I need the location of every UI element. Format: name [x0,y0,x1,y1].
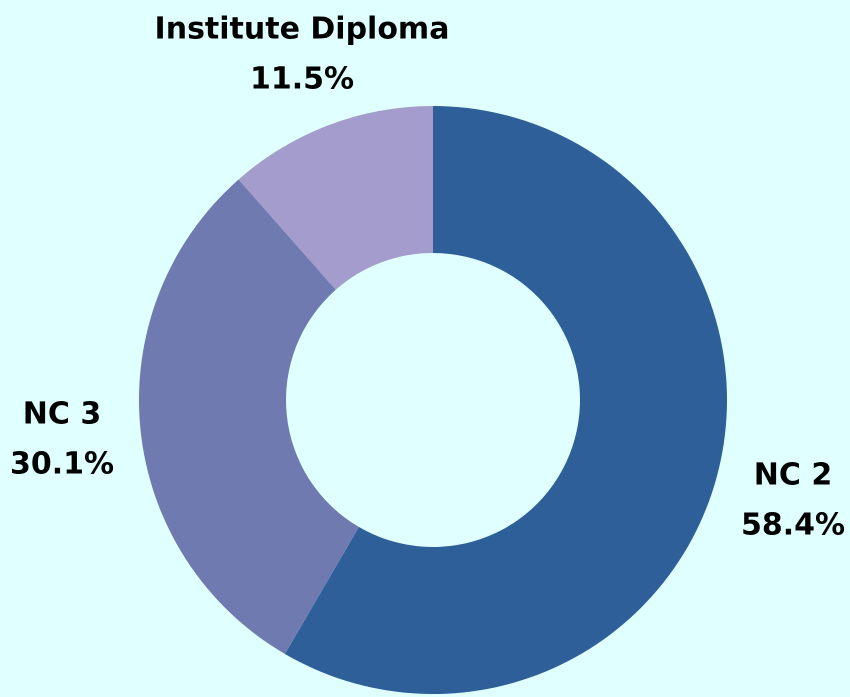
donut-segment [238,106,433,290]
segment-value-label: 30.1% [10,447,114,482]
segment-label: Institute Diploma [155,12,450,47]
segment-value-label: 58.4% [741,508,845,543]
donut-segment [284,105,728,694]
segment-label: NC 3 [23,397,101,432]
segment-label: NC 2 [754,458,832,493]
segment-value-label: 11.5% [250,62,354,97]
donut-segment [139,179,359,654]
